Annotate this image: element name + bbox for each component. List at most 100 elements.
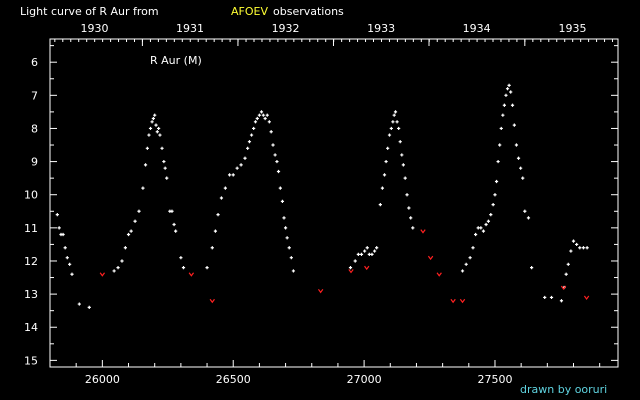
observation-point [261, 113, 265, 117]
observation-point [273, 153, 277, 157]
y-tick-label: 12 [24, 255, 38, 268]
observation-point [382, 173, 387, 177]
observation-point [213, 229, 218, 233]
y-tick-label: 14 [24, 321, 38, 334]
x-tick-label: 27000 [347, 373, 382, 386]
chart-title-highlight: AFOEV [231, 5, 268, 18]
observation-point [519, 166, 523, 170]
observation-point [523, 209, 527, 213]
observation-point [496, 159, 500, 164]
y-tick-label: 15 [24, 354, 38, 367]
x-tick-label: 26000 [85, 373, 120, 386]
observation-point [359, 252, 364, 256]
observation-point [375, 246, 379, 250]
chart-title-suffix: observations [273, 5, 344, 18]
chart-title-prefix: Light curve of R Aur from [20, 5, 159, 18]
observation-point [154, 123, 158, 127]
observation-point [137, 209, 141, 213]
observation-point [112, 269, 116, 273]
observation-point [269, 130, 273, 134]
observation-point [378, 203, 382, 207]
y-tick-label: 8 [31, 122, 38, 135]
observation-point [380, 186, 385, 190]
observation-point [210, 246, 214, 250]
year-label: 1931 [176, 22, 204, 35]
observation-point [514, 143, 519, 147]
observation-point [395, 120, 399, 124]
observation-point [464, 262, 468, 266]
observation-point [569, 249, 573, 253]
observation-point [155, 130, 159, 134]
year-label: 1934 [463, 22, 491, 35]
observation-point [257, 113, 262, 117]
observation-point [276, 169, 281, 174]
observation-point [411, 226, 415, 230]
observation-point [123, 246, 127, 250]
upper-limit-point [420, 229, 426, 234]
observation-point [280, 199, 285, 203]
observation-point [372, 249, 377, 253]
observation-point [509, 90, 513, 94]
observation-point [471, 246, 475, 250]
observation-point [494, 179, 499, 184]
observation-point [291, 269, 296, 273]
observation-point [403, 176, 407, 180]
observation-point [246, 146, 250, 150]
observation-point [365, 246, 369, 250]
observation-point [348, 266, 353, 270]
observation-point [405, 193, 409, 197]
observation-point [235, 166, 239, 170]
observation-point [566, 262, 570, 266]
upper-limit-point [188, 272, 195, 277]
observation-point [559, 299, 564, 303]
y-tick-label: 7 [31, 89, 38, 102]
upper-limit-point [364, 265, 370, 271]
observation-point [512, 123, 516, 127]
observation-point [216, 212, 220, 217]
observation-point [526, 216, 531, 220]
observation-point [502, 103, 506, 107]
year-label: 1933 [367, 22, 395, 35]
observation-point [129, 229, 133, 233]
observation-point [205, 266, 209, 270]
upper-limit-point [450, 298, 456, 304]
observation-point [501, 113, 505, 117]
observation-point [498, 143, 502, 147]
observation-point [247, 140, 252, 144]
observation-point [148, 126, 153, 131]
observation-point [55, 212, 59, 217]
observation-point [282, 216, 286, 220]
observation-point [510, 103, 515, 107]
observation-point [409, 216, 413, 220]
observation-point [389, 126, 393, 131]
observation-point [460, 269, 465, 273]
observation-point [150, 120, 154, 124]
observation-point [170, 209, 174, 213]
observation-point [397, 126, 401, 131]
observation-point [57, 226, 61, 230]
observation-point [287, 246, 291, 250]
upper-limit-point [99, 272, 106, 277]
observation-point [120, 259, 124, 263]
credit-text: drawn by ooruri [520, 383, 607, 396]
observation-point [63, 246, 67, 250]
observation-point [253, 120, 258, 124]
observation-point [407, 206, 411, 210]
observation-point [499, 126, 503, 131]
observation-point [370, 252, 374, 256]
observation-point [400, 153, 404, 157]
observation-point [401, 163, 405, 167]
observation-point [521, 176, 525, 180]
upper-limit-point [583, 295, 590, 300]
observation-point [157, 126, 161, 131]
observation-point [504, 93, 508, 97]
upper-limit-point [427, 255, 434, 261]
observation-point [61, 232, 65, 237]
observation-point [231, 173, 235, 177]
observation-point [151, 116, 155, 121]
upper-limit-point [560, 285, 567, 290]
observation-point [267, 120, 271, 124]
observation-point [543, 295, 547, 300]
observation-point [174, 229, 178, 233]
observation-point [581, 246, 586, 250]
